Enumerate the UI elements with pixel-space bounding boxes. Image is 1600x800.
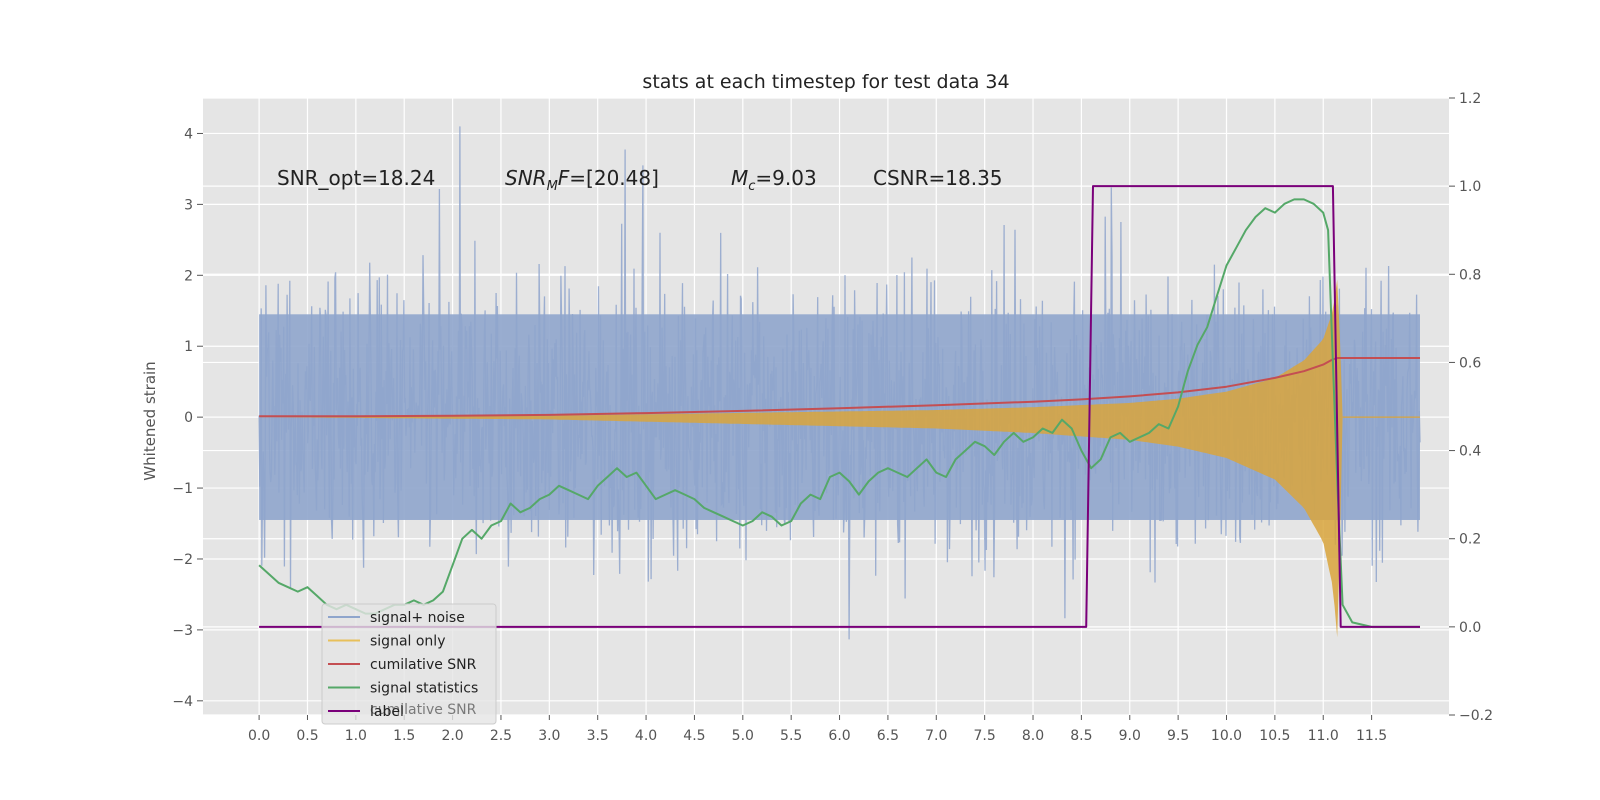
annotation-snr-mf-pre: SNR: [505, 166, 547, 190]
series-cumilative-snr: [259, 357, 1420, 418]
chart-title: stats at each timestep for test data 34: [642, 71, 1009, 93]
legend: cumilative SNR signal+ noise signal only c…: [321, 603, 497, 725]
x-ticks: 0.0 0.5 1.0 1.5 2.0 2.5 3.0 3.5 4.0 4.5 5.0 5.5 6.0 6…: [248, 715, 1387, 744]
annotation-mc-sub: c: [748, 179, 755, 194]
y2-tick-label: −0.2: [1459, 708, 1493, 724]
annotation-snr-opt: SNR_opt=18.24: [277, 166, 435, 190]
annotation-mc-post: =9.03: [755, 166, 816, 190]
series-label: [259, 185, 1420, 628]
legend-label: cumilative SNR: [370, 657, 477, 673]
x-tick-label: 2.0: [441, 728, 463, 744]
legend-label: label: [370, 704, 404, 720]
y-ticks: 4 3 2 1 0 −1 −2 −3 −4: [172, 126, 203, 710]
x-tick-label: 3.5: [587, 728, 609, 744]
x-tick-label: 9.5: [1167, 728, 1189, 744]
legend-item: signal only: [328, 634, 445, 650]
y-tick-label: −2: [172, 552, 193, 568]
legend-label: signal+ noise: [370, 610, 465, 626]
y-tick-label: 3: [184, 197, 193, 213]
x-tick-label: 10.0: [1211, 728, 1242, 744]
annotation-mc: Mc=9.03: [731, 166, 817, 194]
x-tick-label: 4.0: [635, 728, 657, 744]
annotation-mc-pre: M: [731, 166, 748, 190]
x-tick-label: 6.0: [828, 728, 850, 744]
y-axis-label: Whitened strain: [141, 361, 159, 480]
y2-tick-label: 0.6: [1459, 355, 1481, 371]
y-tick-label: −4: [172, 694, 193, 710]
x-tick-label: 9.0: [1119, 728, 1141, 744]
y2-ticks: 1.2 1.0 0.8 0.6 0.4 0.2 0.0 −0.2: [1449, 91, 1493, 724]
y2-tick-label: 0.2: [1459, 532, 1481, 548]
y-tick-label: 0: [184, 410, 193, 426]
y2-tick-label: 0.4: [1459, 444, 1481, 460]
y2-tick-label: 0.0: [1459, 620, 1481, 636]
x-tick-label: 5.0: [732, 728, 754, 744]
legend-label: signal statistics: [370, 681, 478, 697]
signal-layer: [259, 279, 1420, 638]
y-tick-label: −1: [172, 481, 193, 497]
x-tick-label: 1.5: [393, 728, 415, 744]
annotation-snr-mf-post-italic: F: [558, 166, 570, 190]
annotation-snr-mf-sub: M: [547, 179, 558, 194]
annotation-csnr: CSNR=18.35: [873, 166, 1003, 190]
x-tick-label: 7.0: [925, 728, 947, 744]
y2-tick-label: 0.8: [1459, 267, 1481, 283]
x-tick-label: 5.5: [780, 728, 802, 744]
legend-item: label: [328, 704, 404, 720]
series-signal-statistics: [258, 198, 1420, 628]
x-tick-label: 0.0: [248, 728, 270, 744]
y2-tick-label: 1.2: [1459, 91, 1481, 107]
x-tick-label: 11.5: [1356, 728, 1387, 744]
x-tick-label: 1.0: [345, 728, 367, 744]
annotation-snr-mf: SNRMF=[20.48]: [505, 166, 659, 194]
y-tick-label: −3: [172, 623, 193, 639]
y-tick-label: 4: [184, 126, 193, 142]
annotation-snr-mf-value: =[20.48]: [569, 166, 659, 190]
legend-entries: signal+ noise signal only cumilative SNR si…: [328, 610, 478, 720]
legend-hidden-text: cumilative SNR: [370, 702, 477, 718]
legend-item: cumilative SNR: [328, 657, 477, 673]
x-tick-label: 6.5: [877, 728, 899, 744]
x-tick-label: 7.5: [974, 728, 996, 744]
legend-box: [321, 603, 497, 725]
x-tick-label: 8.0: [1022, 728, 1044, 744]
x-tick-label: 8.5: [1070, 728, 1092, 744]
x-tick-label: 2.5: [490, 728, 512, 744]
y-tick-label: 2: [184, 268, 193, 284]
legend-item: signal statistics: [328, 681, 478, 697]
x-tick-label: 11.0: [1308, 728, 1339, 744]
x-tick-label: 4.5: [683, 728, 705, 744]
y-tick-label: 1: [184, 339, 193, 355]
legend-item: signal+ noise: [328, 610, 465, 626]
x-tick-label: 0.5: [296, 728, 318, 744]
x-tick-label: 3.0: [538, 728, 560, 744]
legend-label: signal only: [370, 634, 445, 650]
x-tick-label: 10.5: [1259, 728, 1290, 744]
lines-layer: [258, 185, 1420, 628]
y2-tick-label: 1.0: [1459, 179, 1481, 195]
